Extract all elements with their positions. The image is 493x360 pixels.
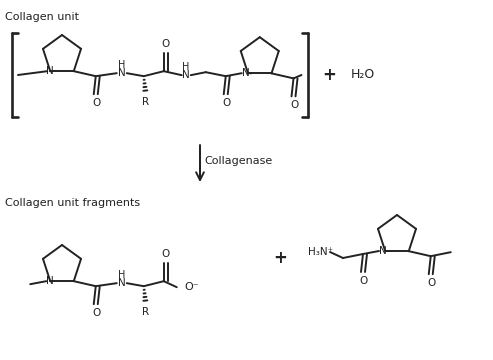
Text: N: N xyxy=(46,276,54,286)
Text: Collagen unit: Collagen unit xyxy=(5,12,79,22)
Text: O: O xyxy=(290,100,299,111)
Text: O: O xyxy=(93,308,101,318)
Text: O: O xyxy=(427,278,436,288)
Text: R: R xyxy=(142,307,149,317)
Text: Collagenase: Collagenase xyxy=(204,156,272,166)
Text: O: O xyxy=(93,98,101,108)
Text: Collagen unit fragments: Collagen unit fragments xyxy=(5,198,140,208)
Text: N: N xyxy=(182,70,190,80)
Text: N: N xyxy=(242,68,249,78)
Text: H: H xyxy=(118,270,125,280)
Text: N: N xyxy=(379,246,387,256)
Text: H: H xyxy=(118,60,125,70)
Text: N: N xyxy=(118,278,126,288)
Text: +: + xyxy=(322,66,336,84)
Text: +: + xyxy=(273,249,287,267)
Text: H: H xyxy=(182,62,189,72)
Text: N: N xyxy=(118,68,126,78)
Text: O: O xyxy=(360,276,368,286)
Text: H₂O: H₂O xyxy=(351,68,375,81)
Text: O: O xyxy=(162,249,170,259)
Text: N: N xyxy=(46,66,54,76)
Text: R: R xyxy=(142,97,149,107)
Text: O: O xyxy=(223,98,231,108)
Text: O: O xyxy=(162,39,170,49)
Text: O⁻: O⁻ xyxy=(185,282,199,292)
Text: H₃N⁺: H₃N⁺ xyxy=(308,247,333,257)
